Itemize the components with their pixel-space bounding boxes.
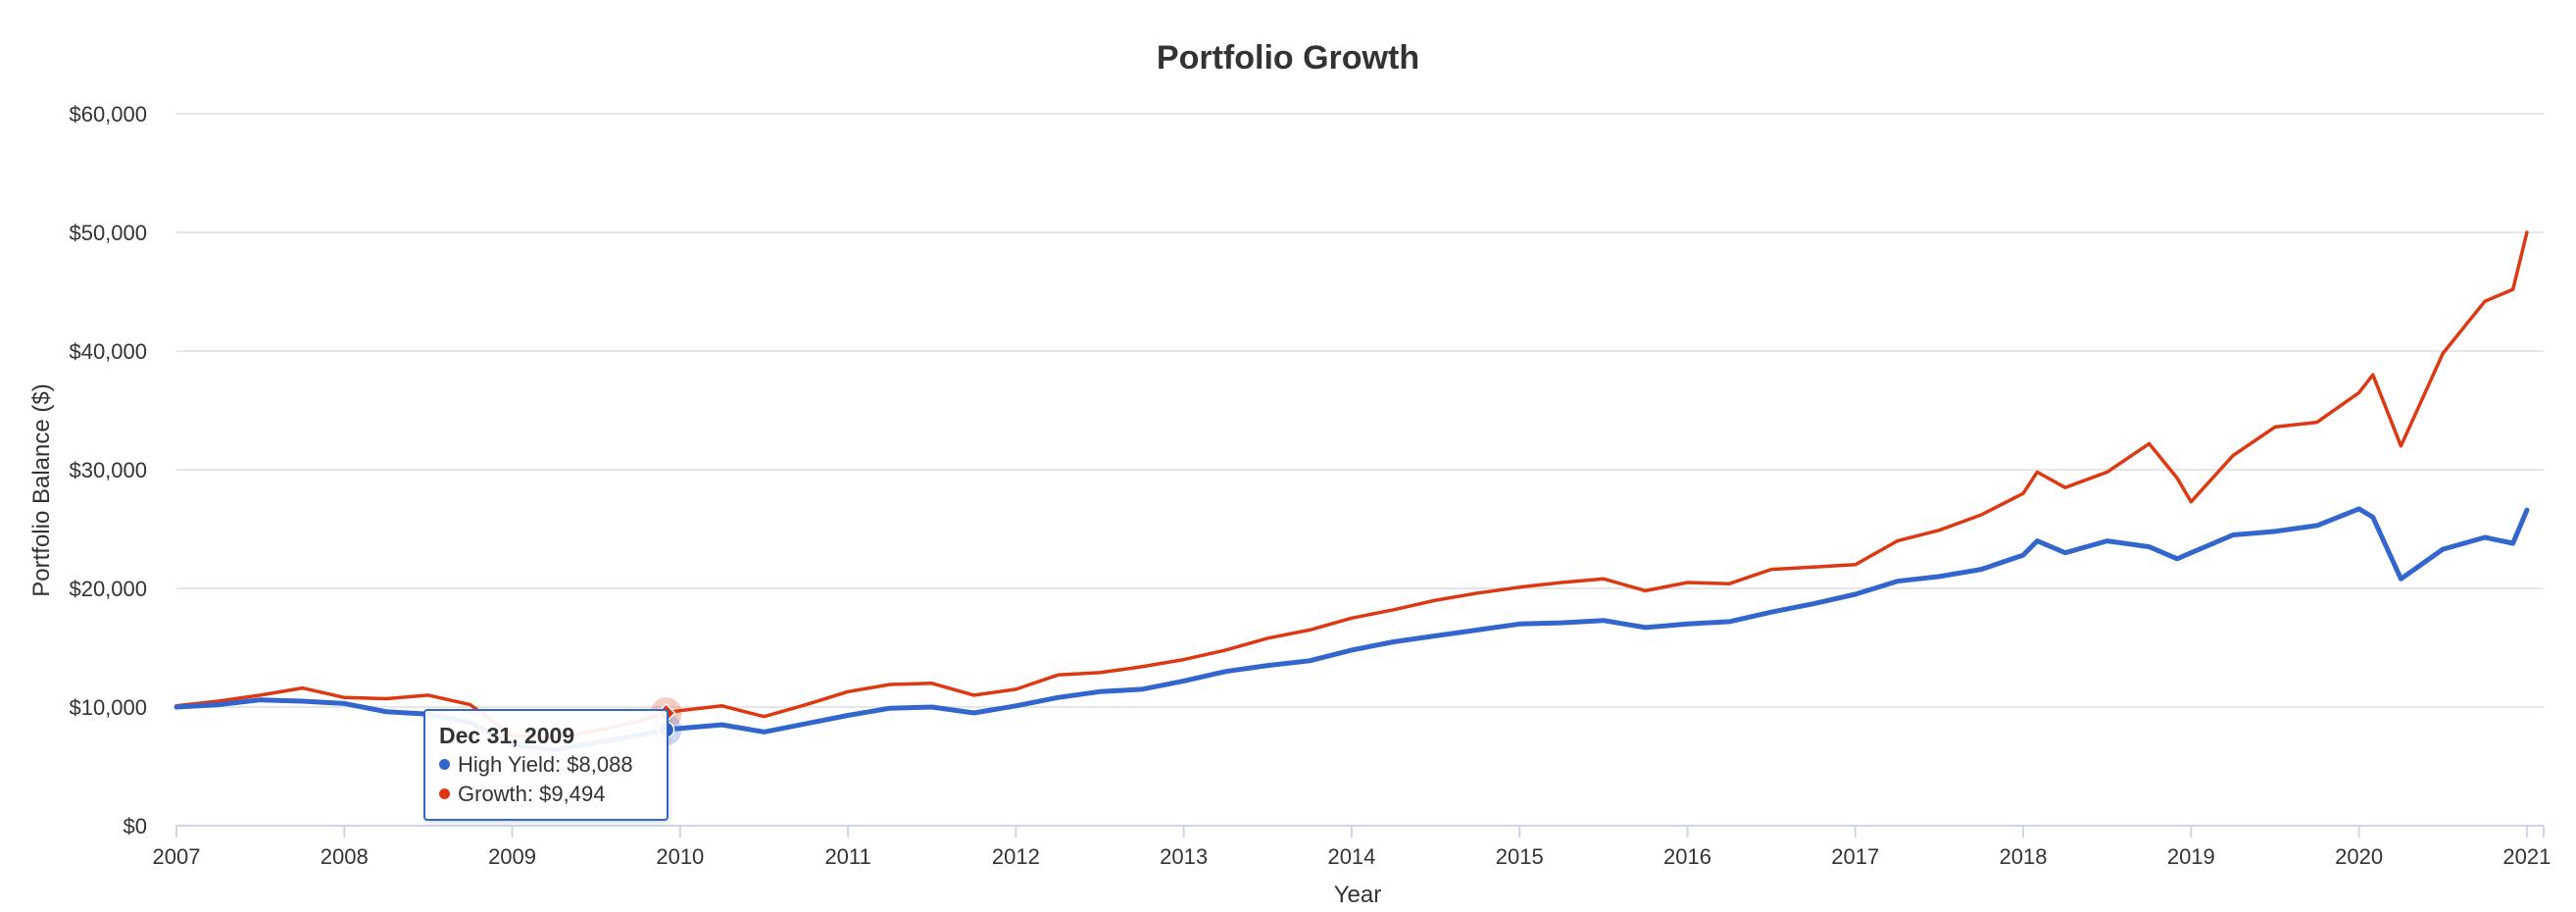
x-tick-label: 2014: [1327, 844, 1375, 869]
y-tick-label: $30,000: [69, 458, 147, 482]
tooltip-growth-label: Growth: $9,494: [458, 782, 606, 806]
y-tick-label: $50,000: [69, 221, 147, 245]
x-tick-label: 2018: [2000, 844, 2048, 869]
growth-dot-icon: [439, 787, 450, 799]
y-tick-label: $20,000: [69, 577, 147, 601]
x-tick-label: 2012: [992, 844, 1040, 869]
x-tick-label: 2008: [321, 844, 369, 869]
x-tick-label: 2021: [2502, 844, 2551, 869]
series-lines: [173, 230, 2530, 753]
chart-tooltip: Dec 31, 2009 High Yield: $8,088 Growth: …: [423, 709, 669, 821]
chart-title: Portfolio Growth: [1157, 39, 1419, 76]
y-tick-label: $40,000: [69, 339, 147, 364]
y-axis-title: Portfolio Balance ($): [28, 383, 55, 596]
tooltip-high-yield-label: High Yield: $8,088: [458, 752, 633, 777]
tooltip-row-high-yield: High Yield: $8,088: [439, 750, 653, 780]
x-tick-label: 2011: [824, 844, 870, 869]
y-axis-ticks: $0 $10,000 $20,000 $30,000 $40,000 $50,000 $60…: [69, 102, 147, 838]
x-tick-label: 2015: [1496, 844, 1544, 869]
gridlines: [176, 113, 2544, 827]
x-tick-label: 2017: [1831, 844, 1879, 869]
x-axis-title: Year: [1334, 882, 1382, 908]
x-tick-label: 2016: [1663, 844, 1711, 869]
x-axis: 2007 2008 2009 2010 2011 2012 2013 2014 2015 2016…: [153, 826, 2551, 869]
y-tick-label: $0: [124, 814, 147, 838]
y-tick-label: $10,000: [69, 695, 147, 720]
tooltip-date: Dec 31, 2009: [439, 723, 575, 748]
x-tick-label: 2009: [488, 844, 536, 869]
x-tick-label: 2013: [1160, 844, 1208, 869]
tooltip-row-growth: Growth: $9,494: [439, 780, 653, 809]
x-tick-label: 2019: [2167, 844, 2215, 869]
x-tick-label: 2020: [2335, 844, 2383, 869]
high-yield-dot-icon: [439, 758, 450, 770]
growth-series-line: [174, 230, 2529, 740]
x-tick-label: 2007: [153, 844, 201, 869]
x-tick-label: 2010: [656, 844, 704, 869]
y-tick-label: $60,000: [69, 102, 147, 127]
